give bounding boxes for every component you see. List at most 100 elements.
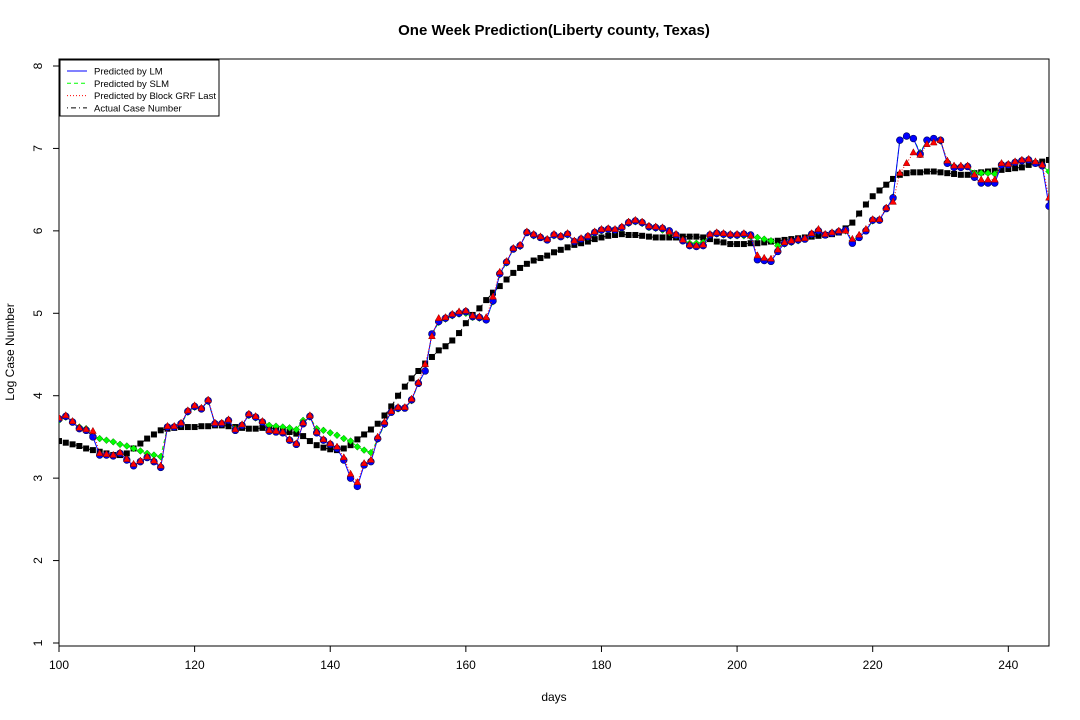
point-actual bbox=[747, 240, 754, 247]
point-grf bbox=[638, 217, 646, 225]
point-grf bbox=[170, 421, 179, 429]
point-slm bbox=[292, 425, 301, 434]
point-actual bbox=[862, 201, 869, 208]
point-grf bbox=[997, 158, 1006, 166]
point-actual bbox=[462, 320, 469, 327]
point-actual bbox=[584, 238, 591, 245]
y-axis-label: Log Case Number bbox=[3, 303, 17, 400]
point-grf bbox=[563, 229, 572, 236]
point-grf bbox=[1004, 159, 1013, 167]
point-actual bbox=[883, 181, 890, 188]
point-grf bbox=[862, 224, 870, 232]
point-grf bbox=[326, 439, 335, 447]
point-slm bbox=[123, 442, 131, 450]
point-grf bbox=[102, 449, 111, 457]
point-grf bbox=[536, 232, 545, 240]
point-grf bbox=[889, 197, 897, 205]
point-grf bbox=[489, 292, 497, 300]
point-grf bbox=[1031, 157, 1040, 165]
point-grf bbox=[841, 226, 850, 234]
point-actual bbox=[361, 431, 368, 438]
x-tick-label: 160 bbox=[456, 658, 476, 672]
point-actual bbox=[774, 237, 781, 244]
point-actual bbox=[381, 412, 388, 419]
x-tick-label: 240 bbox=[998, 658, 1018, 672]
point-actual bbox=[957, 171, 964, 178]
series-line-predicted-by-block-grf-last bbox=[59, 139, 1049, 484]
point-actual bbox=[69, 441, 76, 448]
point-grf bbox=[794, 234, 802, 242]
point-grf bbox=[801, 233, 809, 241]
series-line-predicted-by-lm bbox=[59, 135, 1049, 488]
point-slm bbox=[136, 447, 145, 455]
point-grf bbox=[1038, 160, 1047, 168]
point-actual bbox=[693, 233, 700, 240]
x-tick-label: 140 bbox=[320, 658, 340, 672]
point-actual bbox=[1066, 162, 1072, 168]
point-grf bbox=[916, 150, 924, 158]
point-grf bbox=[455, 307, 463, 315]
point-grf bbox=[353, 477, 362, 485]
point-actual bbox=[225, 423, 232, 430]
point-grf bbox=[299, 418, 307, 426]
point-grf bbox=[1011, 157, 1019, 165]
point-grf bbox=[692, 241, 701, 249]
point-actual bbox=[537, 255, 544, 262]
point-actual bbox=[76, 442, 83, 449]
point-slm bbox=[760, 235, 768, 243]
point-grf bbox=[211, 418, 219, 426]
point-grf bbox=[75, 423, 84, 431]
chart-title: One Week Prediction(Liberty county, Texa… bbox=[398, 22, 710, 39]
point-grf bbox=[258, 416, 267, 424]
point-actual bbox=[1046, 156, 1049, 163]
point-grf bbox=[441, 313, 450, 321]
point-actual bbox=[184, 424, 191, 431]
plot-clip-group bbox=[59, 132, 1072, 491]
x-axis-label: days bbox=[541, 690, 566, 704]
point-actual bbox=[395, 392, 402, 399]
point-grf bbox=[631, 215, 640, 223]
point-grf bbox=[909, 148, 918, 156]
point-actual bbox=[686, 233, 693, 240]
point-grf bbox=[306, 411, 314, 419]
point-actual bbox=[645, 233, 652, 240]
point-actual bbox=[347, 442, 354, 449]
point-grf bbox=[319, 435, 328, 443]
point-grf bbox=[59, 413, 63, 421]
point-grf bbox=[550, 229, 558, 237]
point-grf bbox=[672, 229, 680, 237]
point-slm bbox=[326, 429, 334, 437]
point-actual bbox=[713, 238, 720, 245]
point-grf bbox=[740, 229, 748, 236]
point-actual bbox=[612, 231, 619, 238]
point-actual bbox=[903, 170, 910, 177]
point-actual bbox=[849, 219, 856, 226]
point-slm bbox=[753, 233, 762, 242]
point-actual bbox=[551, 249, 557, 256]
point-actual bbox=[252, 425, 259, 432]
point-actual bbox=[476, 305, 483, 312]
point-actual bbox=[245, 425, 252, 432]
point-grf bbox=[706, 229, 714, 237]
point-grf bbox=[645, 221, 653, 229]
point-actual bbox=[815, 232, 822, 239]
point-actual bbox=[306, 438, 313, 445]
series-layer bbox=[59, 132, 1072, 491]
point-grf bbox=[902, 158, 911, 166]
x-tick-label: 100 bbox=[49, 658, 69, 672]
point-grf bbox=[312, 427, 321, 435]
point-slm bbox=[102, 436, 111, 444]
point-grf bbox=[434, 313, 443, 321]
point-slm bbox=[1045, 167, 1049, 176]
y-tick-label: 2 bbox=[31, 557, 45, 564]
point-actual bbox=[910, 169, 917, 176]
y-tick-label: 8 bbox=[31, 62, 45, 69]
point-grf bbox=[990, 175, 999, 183]
point-actual bbox=[530, 257, 537, 264]
legend-label: Predicted by Block GRF Last bbox=[94, 91, 216, 102]
point-actual bbox=[639, 232, 646, 239]
point-actual bbox=[923, 168, 930, 175]
point-grf bbox=[116, 448, 124, 456]
point-grf bbox=[814, 224, 823, 232]
x-axis: 100 120 140 160 180 200 220 240 bbox=[49, 646, 1019, 672]
